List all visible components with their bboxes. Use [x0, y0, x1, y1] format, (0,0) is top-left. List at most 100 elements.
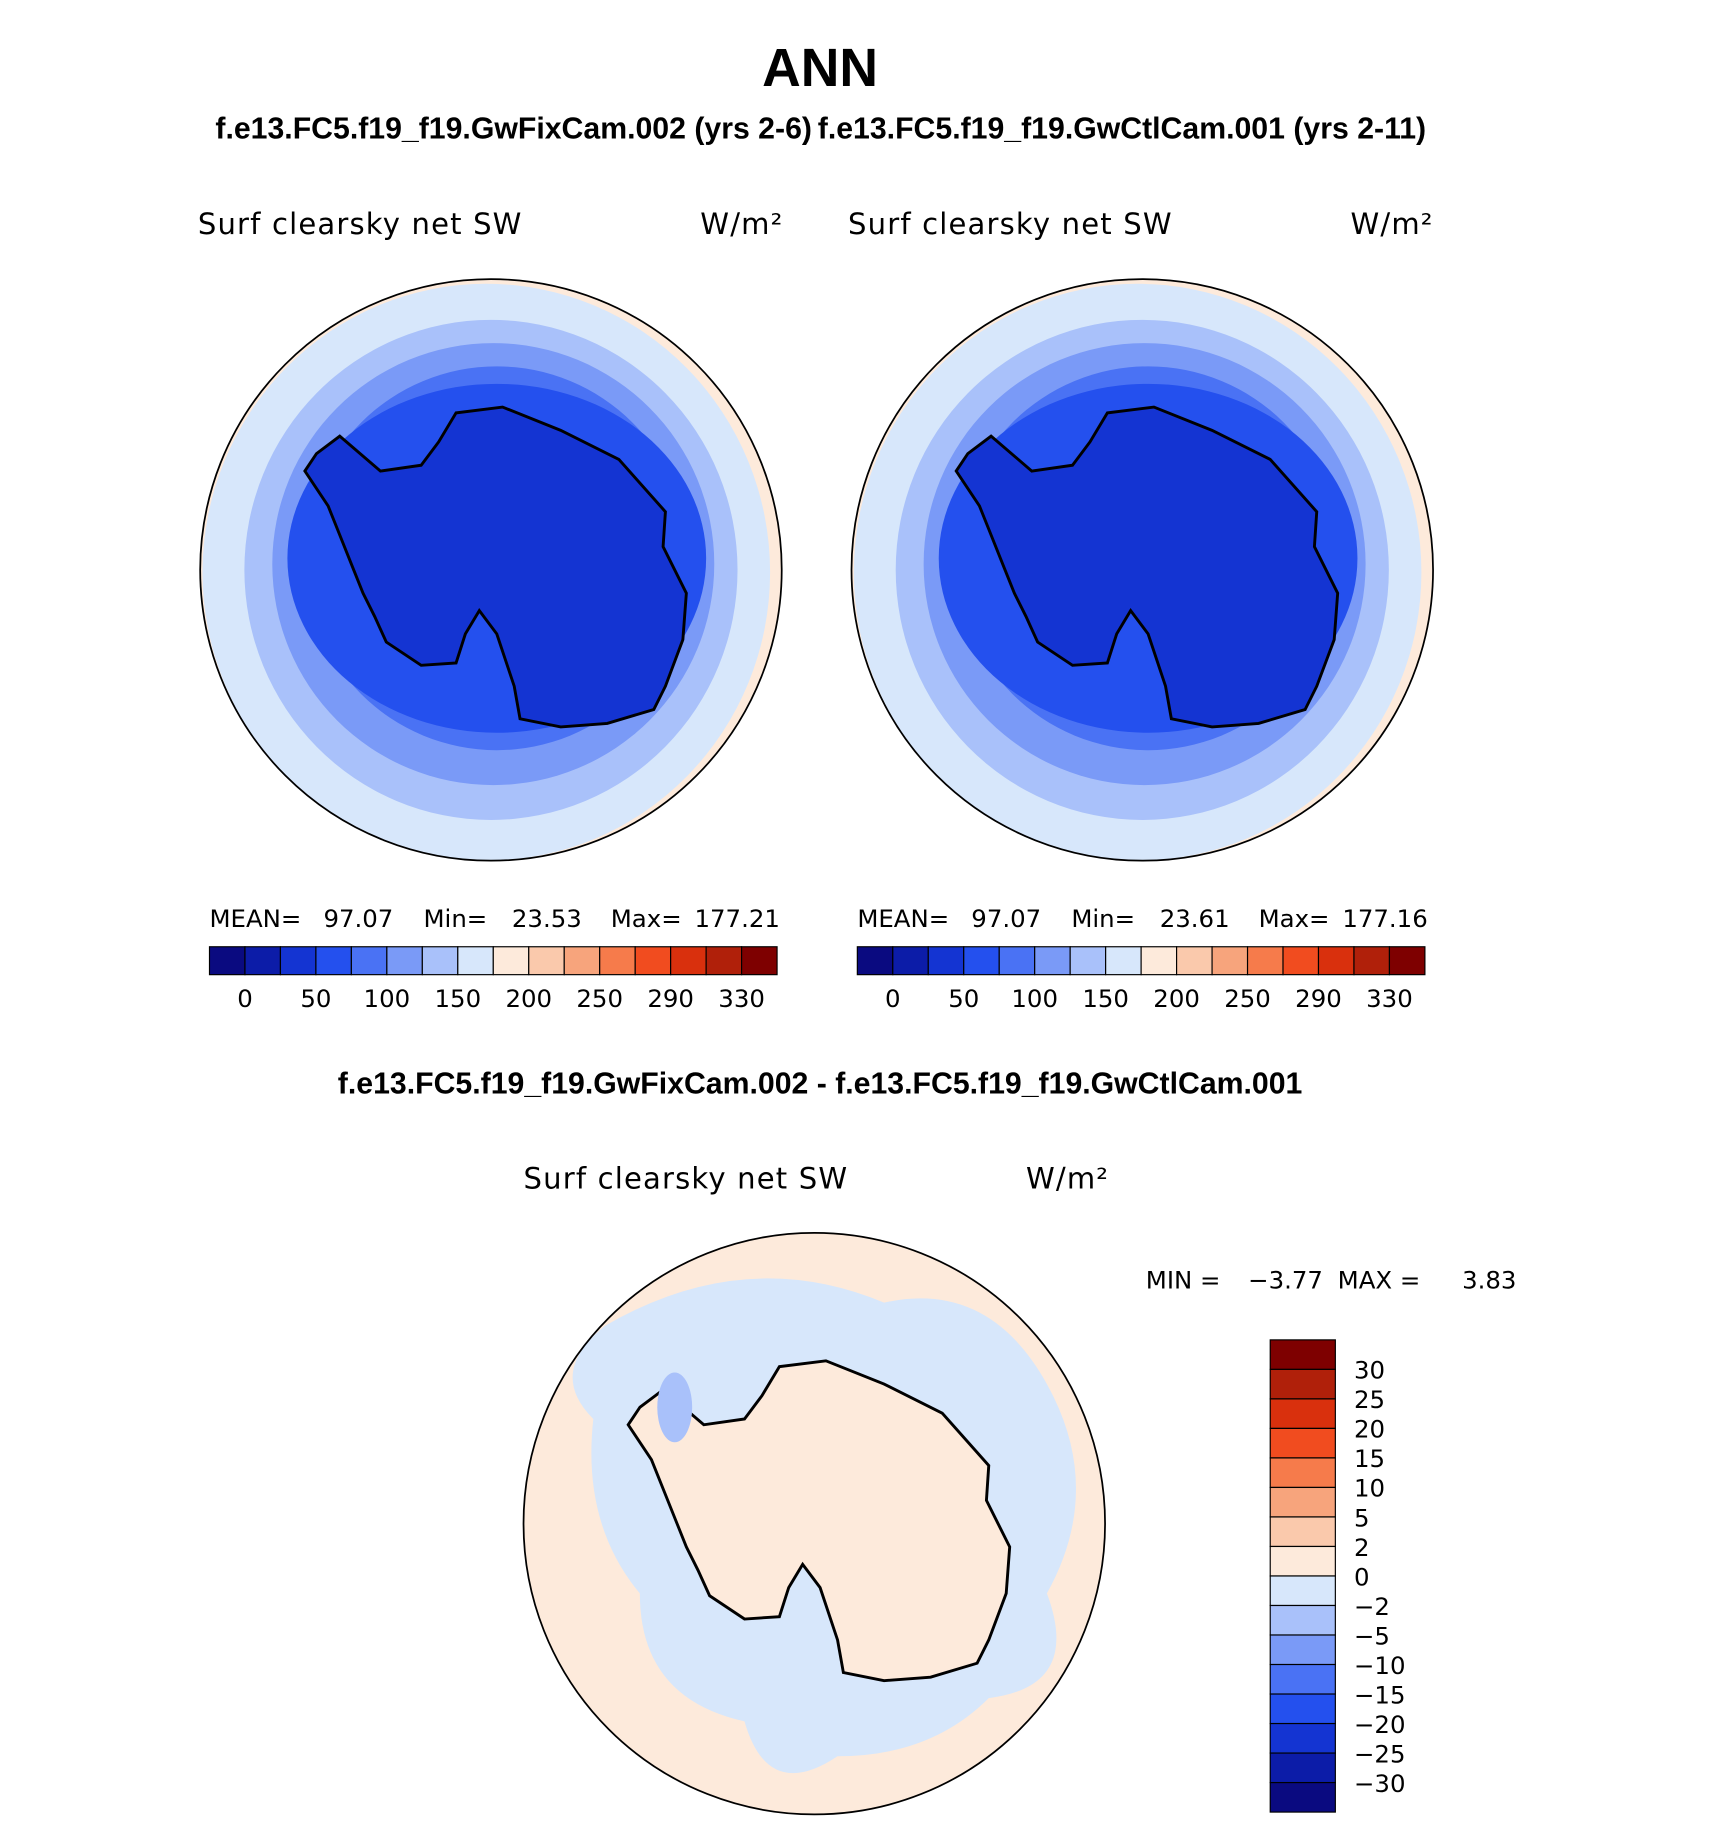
colorbar-label: −15 — [1354, 1680, 1406, 1709]
colorbar-box — [1269, 1693, 1336, 1725]
colorbar-box — [1069, 946, 1107, 976]
colorbar-label: 290 — [647, 984, 694, 1013]
colorbar-label: 5 — [1354, 1503, 1370, 1532]
colorbar-label: 250 — [576, 984, 623, 1013]
colorbar-box — [1246, 946, 1284, 976]
colorbar-label: 200 — [505, 984, 552, 1013]
colorbar-box — [599, 946, 636, 976]
colorbar-label: 330 — [1366, 984, 1413, 1013]
colorbar-box — [1269, 1634, 1336, 1666]
colorbar-box — [1269, 1486, 1336, 1518]
colorbar-box — [208, 946, 246, 976]
stat-value: 177.21 — [694, 904, 779, 933]
colorbar-box — [1269, 1604, 1336, 1636]
colorbar-box — [856, 946, 894, 976]
colorbar-label: 150 — [435, 984, 482, 1013]
colorbar-box — [1034, 946, 1071, 976]
colorbar-label: 10 — [1354, 1474, 1385, 1503]
stat-value: 23.53 — [512, 904, 582, 933]
colorbar-box — [386, 946, 423, 976]
colorbar-box — [1269, 1781, 1336, 1813]
colorbar-box — [1269, 1339, 1336, 1370]
colorbar-label: 2 — [1354, 1533, 1370, 1562]
colorbar-box — [1317, 946, 1355, 976]
colorbar-box — [927, 946, 965, 976]
colorbar-box — [963, 946, 1000, 976]
colorbar-label: 0 — [885, 984, 901, 1013]
stat-label: Max= — [1259, 904, 1330, 933]
colorbar-box — [1269, 1575, 1336, 1607]
map-difference — [524, 1233, 1106, 1815]
colorbar-label: 100 — [364, 984, 411, 1013]
colorbar-box — [705, 946, 743, 976]
stat-label: MAX = — [1338, 1266, 1421, 1295]
colorbar-label: 0 — [237, 984, 253, 1013]
subtitle-right: f.e13.FC5.f19_f19.GwCtlCam.001 (yrs 2-11… — [818, 112, 1426, 145]
colorbar-label: 330 — [718, 984, 765, 1013]
colorbar-box — [1269, 1516, 1336, 1548]
colorbar-box — [1176, 946, 1213, 976]
colorbar-label: 50 — [948, 984, 979, 1013]
colorbar-box — [741, 946, 778, 976]
colorbar-box — [1269, 1427, 1336, 1459]
colorbar-box — [1105, 946, 1142, 976]
colorbar-box — [244, 946, 282, 976]
map-panel-2 — [852, 279, 1434, 861]
colorbar-box — [528, 946, 565, 976]
stat-label: Max= — [611, 904, 682, 933]
colorbar-box — [1269, 1457, 1336, 1489]
colorbar-box — [1269, 1752, 1336, 1784]
colorbar-box — [1140, 946, 1178, 976]
colorbar-label: 20 — [1354, 1415, 1385, 1444]
colorbar-label: 15 — [1354, 1444, 1385, 1473]
map-panel-1 — [200, 279, 782, 861]
colorbar-label: −25 — [1354, 1739, 1406, 1768]
colorbar-label: −5 — [1354, 1621, 1390, 1650]
difference-title: f.e13.FC5.f19_f19.GwFixCam.002 - f.e13.F… — [338, 1067, 1303, 1100]
stat-value: 3.83 — [1462, 1266, 1516, 1295]
colorbar-label: −10 — [1354, 1651, 1406, 1680]
stat-label: Min= — [423, 904, 487, 933]
stat-label: Min= — [1071, 904, 1135, 933]
colorbar-box — [315, 946, 352, 976]
colorbar-box — [563, 946, 601, 976]
stat-label: MIN = — [1146, 1266, 1221, 1295]
stat-value: 97.07 — [323, 904, 393, 933]
stat-value: 177.16 — [1342, 904, 1427, 933]
colorbar-box — [350, 946, 388, 976]
stat-value: 23.61 — [1160, 904, 1230, 933]
subtitle-left: f.e13.FC5.f19_f19.GwFixCam.002 (yrs 2-6) — [215, 112, 812, 145]
colorbar-box — [1282, 946, 1320, 976]
colorbar-box — [634, 946, 672, 976]
colorbar-label: −2 — [1354, 1592, 1390, 1621]
colorbar-label: −20 — [1354, 1710, 1406, 1739]
colorbar-label: 25 — [1354, 1385, 1385, 1414]
colorbar-label: 50 — [300, 984, 331, 1013]
stat-label: MEAN= — [857, 904, 949, 933]
variable-label: Surf clearsky net SW — [524, 1162, 849, 1196]
colorbar-box — [279, 946, 317, 976]
colorbar-box — [421, 946, 459, 976]
colorbar-label: 290 — [1295, 984, 1342, 1013]
colorbar-box — [1388, 946, 1426, 976]
stat-value: 97.07 — [971, 904, 1041, 933]
colorbar-label: 30 — [1354, 1356, 1385, 1385]
colorbar-box — [670, 946, 707, 976]
colorbar-label: 250 — [1224, 984, 1271, 1013]
variable-label: Surf clearsky net SW — [848, 207, 1173, 241]
units-label: W/m² — [700, 207, 783, 241]
colorbar-box — [492, 946, 530, 976]
colorbar-label: 150 — [1082, 984, 1129, 1013]
colorbar-box — [1269, 1663, 1336, 1695]
colorbar-box — [892, 946, 929, 976]
colorbar-box — [1269, 1368, 1336, 1400]
colorbar-label: 100 — [1011, 984, 1058, 1013]
units-label: W/m² — [1350, 207, 1433, 241]
units-label: W/m² — [1026, 1162, 1109, 1196]
colorbar-label: 200 — [1153, 984, 1200, 1013]
title: ANN — [762, 39, 878, 98]
colorbar-box — [1211, 946, 1249, 976]
variable-label: Surf clearsky net SW — [198, 207, 523, 241]
